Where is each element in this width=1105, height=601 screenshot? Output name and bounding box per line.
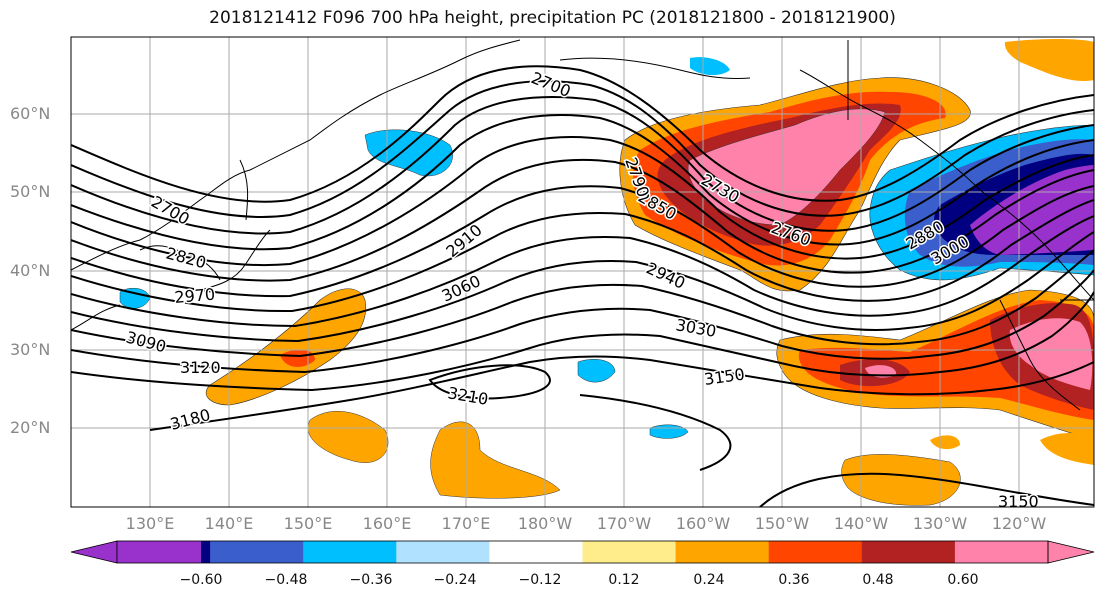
- colorbar-segment: [210, 541, 304, 563]
- colorbar-segment: [768, 541, 863, 563]
- contour-label: 3150: [703, 364, 746, 388]
- contour-label: 3120: [180, 358, 221, 377]
- lon-label: 180°W: [517, 514, 573, 533]
- colorbar-tick-label: 0.12: [608, 572, 640, 588]
- colorbar-tick-label: 0.36: [778, 572, 810, 588]
- lon-label: 140°E: [204, 514, 254, 533]
- colorbar-segment: [117, 541, 201, 563]
- colorbar-tick-label: −0.48: [264, 572, 308, 588]
- contour-label: 3090: [124, 328, 168, 357]
- lat-label: 50°N: [10, 182, 51, 201]
- contour-label: 3030: [674, 315, 717, 341]
- lon-label: 170°E: [441, 514, 491, 533]
- lon-label: 130°E: [125, 514, 175, 533]
- colorbar-segment: [861, 541, 956, 563]
- colorbar-frame: [116, 540, 1049, 564]
- lat-label: 20°N: [10, 418, 51, 437]
- graticule: [71, 37, 1094, 507]
- colorbar-tick-label: 0.24: [693, 572, 725, 588]
- height-contours: [71, 65, 1094, 507]
- contour-label: 3180: [168, 405, 212, 434]
- lat-label: 60°N: [10, 104, 51, 123]
- colorbar-tick-label: −0.24: [433, 572, 477, 588]
- colorbar-segment: [954, 541, 1049, 563]
- contour-label: 2970: [174, 285, 216, 307]
- lon-label: 130°W: [912, 514, 968, 533]
- colorbar-segment: [582, 541, 677, 563]
- lon-label: 120°W: [991, 514, 1047, 533]
- lon-label: 150°E: [283, 514, 333, 533]
- colorbar-tick-label: 0.60: [947, 572, 979, 588]
- lat-label: 40°N: [10, 261, 51, 280]
- colorbar-segment: [489, 541, 583, 563]
- lon-label: 170°W: [596, 514, 652, 533]
- lon-label: 150°W: [754, 514, 810, 533]
- colorbar-segment: [396, 541, 490, 563]
- contour-label: 3150: [998, 492, 1039, 511]
- colorbar-segment: [303, 541, 397, 563]
- colorbar-tick-label: 0.48: [862, 572, 894, 588]
- colorbar: [70, 540, 1095, 564]
- colorbar-segment: [675, 541, 770, 563]
- precip-shading: [119, 39, 1094, 506]
- colorbar-tick-label: −0.36: [349, 572, 393, 588]
- colorbar-extend-high: [1047, 540, 1095, 564]
- lon-label: 160°E: [362, 514, 412, 533]
- lon-label: 160°W: [675, 514, 731, 533]
- map-title: 2018121412 F096 700 hPa height, precipit…: [209, 8, 896, 28]
- lat-label: 30°N: [10, 340, 51, 359]
- colorbar-tick-label: −0.60: [179, 572, 223, 588]
- coastlines: [71, 39, 1094, 411]
- colorbar-tick-label: −0.12: [518, 572, 562, 588]
- contour-label: 2820: [164, 244, 208, 273]
- colorbar-extend-low: [70, 540, 118, 564]
- contour-label: 3210: [446, 383, 489, 409]
- contour-label: 2700: [148, 192, 193, 229]
- lon-label: 140°W: [833, 514, 889, 533]
- map-frame: [70, 36, 1095, 508]
